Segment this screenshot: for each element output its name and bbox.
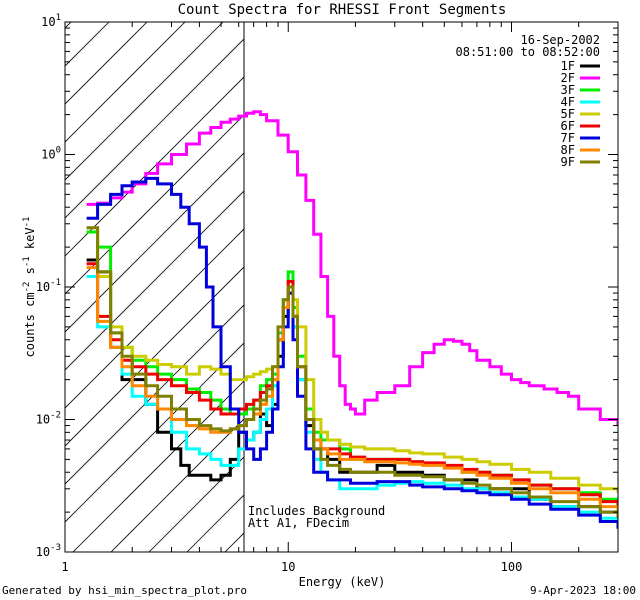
- hatch-line: [65, 22, 224, 181]
- y-tick-label: 100: [41, 146, 61, 162]
- chart-title: Count Spectra for RHESSI Front Segments: [178, 2, 507, 18]
- series-layer: [86, 110, 618, 529]
- hatch-line: [65, 76, 244, 257]
- timestamp-text: 9-Apr-2023 18:00: [530, 584, 636, 597]
- series-line-9f: [86, 226, 618, 519]
- legend-label: 4F: [561, 95, 575, 109]
- hatch-line: [65, 152, 244, 333]
- legend-label: 1F: [561, 59, 575, 73]
- y-axis-label: counts cm-2 s-1 keV-1: [22, 217, 37, 358]
- legend-label: 9F: [561, 155, 575, 169]
- generated-by-text: Generated by hsi_min_spectra_plot.pro: [2, 584, 248, 597]
- legend-label: 7F: [561, 131, 575, 145]
- hatch-line: [65, 22, 110, 67]
- y-tick-label: 10-2: [36, 411, 61, 427]
- time-range-text: 08:51:00 to 08:52:00: [456, 45, 601, 59]
- legend-label: 8F: [561, 143, 575, 157]
- legend-label: 3F: [561, 83, 575, 97]
- legend-label: 2F: [561, 71, 575, 85]
- hatch-line: [72, 380, 244, 552]
- series-line-2f: [86, 110, 618, 426]
- annotation-text: Includes Background: [248, 504, 385, 518]
- x-tick-label: 1: [61, 560, 68, 574]
- hatch-line: [110, 418, 244, 552]
- hatch-line: [65, 22, 148, 105]
- y-tick-label: 10-3: [36, 543, 61, 559]
- x-axis-label: Energy (keV): [299, 575, 386, 589]
- hatch-line: [65, 114, 244, 295]
- y-tick-label: 101: [41, 13, 61, 29]
- x-tick-label: 100: [501, 560, 523, 574]
- annotation-text: Att A1, FDecim: [248, 516, 349, 530]
- date-text: 16-Sep-2002: [521, 33, 600, 47]
- hatched-region: [65, 22, 244, 552]
- legend-label: 6F: [561, 119, 575, 133]
- legend-label: 5F: [561, 107, 575, 121]
- hatch-line: [65, 190, 244, 371]
- hatch-line: [65, 22, 186, 143]
- y-axis: 10-3 10-2 10-1 100 101: [36, 13, 618, 559]
- hatch-line: [65, 304, 244, 485]
- hatch-line: [65, 342, 244, 523]
- y-tick-label: 10-1: [36, 278, 61, 294]
- x-tick-label: 10: [281, 560, 295, 574]
- hatch-line: [65, 228, 244, 409]
- x-axis: 1 10 100: [61, 22, 619, 574]
- hatch-line: [65, 38, 244, 219]
